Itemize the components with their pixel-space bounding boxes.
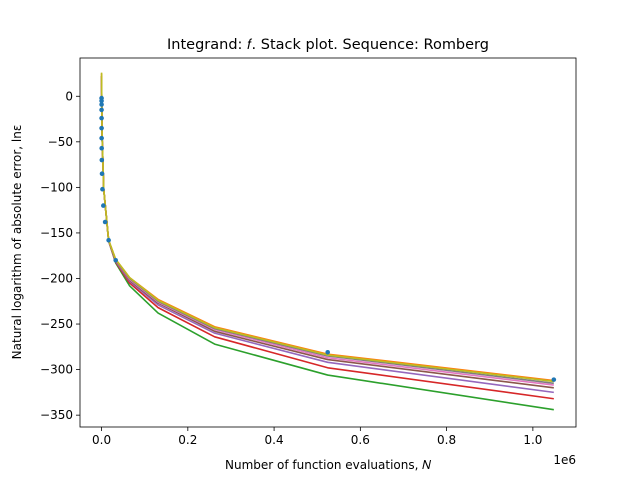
data-points xyxy=(99,95,557,382)
x-tick-label: 0.0 xyxy=(92,433,111,447)
data-point xyxy=(99,135,104,141)
data-point xyxy=(99,145,104,151)
y-axis-ticks: 0 −50 −100 −150 −200 −250 −300 −350 xyxy=(40,89,80,422)
y-tick-label: −200 xyxy=(40,271,73,285)
x-axis-label: Number of function evaluations, 𝑁 xyxy=(225,458,431,472)
x-axis-offset-label: 1e6 xyxy=(553,453,576,467)
x-tick-label: 0.6 xyxy=(351,433,370,447)
x-axis-ticks: 0.0 0.2 0.4 0.6 0.8 1.0 xyxy=(92,427,542,447)
data-point xyxy=(99,157,105,163)
y-tick-label: −150 xyxy=(40,226,73,240)
x-tick-label: 0.2 xyxy=(178,433,197,447)
y-tick-label: 0 xyxy=(65,89,73,103)
data-point xyxy=(99,171,105,177)
x-tick-label: 1.0 xyxy=(523,433,542,447)
x-tick-label: 0.4 xyxy=(265,433,284,447)
data-point xyxy=(99,98,104,104)
data-point xyxy=(100,186,105,192)
y-tick-label: −350 xyxy=(40,408,73,422)
y-axis-label: Natural logarithm of absolute error, lnε xyxy=(10,125,24,360)
data-point xyxy=(99,125,104,131)
data-point xyxy=(101,203,106,208)
plot-frame xyxy=(79,57,577,428)
data-point xyxy=(99,102,104,107)
y-tick-label: −100 xyxy=(40,180,73,194)
data-point xyxy=(99,107,104,113)
data-point xyxy=(102,219,108,225)
x-tick-label: 0.8 xyxy=(437,433,456,447)
y-tick-label: −300 xyxy=(40,363,73,377)
y-tick-label: −250 xyxy=(40,317,73,331)
data-point xyxy=(325,349,330,355)
data-point xyxy=(99,115,104,121)
data-point xyxy=(551,377,557,382)
data-point xyxy=(113,257,118,263)
y-tick-label: −50 xyxy=(48,135,73,149)
data-point xyxy=(106,237,111,243)
chart-title: Integrand: 𝑓. Stack plot. Sequence: Romb… xyxy=(167,37,489,53)
